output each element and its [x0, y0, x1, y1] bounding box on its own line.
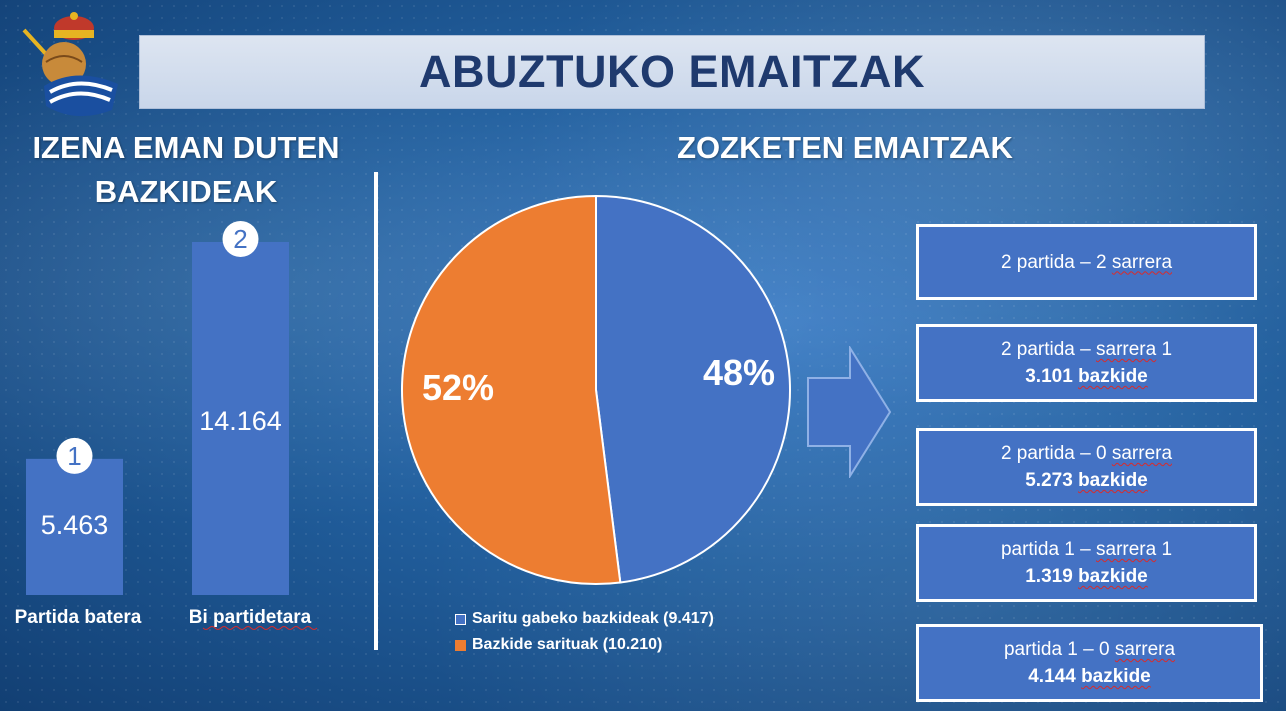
legend-item-rewarded: Bazkide sarituak (10.210)	[455, 632, 714, 658]
spellcheck-underline	[202, 626, 318, 630]
legend-swatch-rewarded	[455, 639, 466, 651]
bar-category-label-1: Partida batera	[15, 607, 142, 628]
bar-1	[26, 458, 123, 595]
bar-badge-2	[222, 221, 259, 257]
right-arrow-icon	[807, 346, 892, 478]
vertical-divider	[374, 172, 378, 650]
bar-category-label-2: Bi partidetara	[189, 607, 312, 628]
bar-value-label-2: 14.164	[199, 406, 282, 436]
left-heading-line2: BAZKIDEAK	[94, 174, 278, 209]
result-box-4: partida 1 – sarrera 1 1.319 bazkide	[916, 524, 1257, 602]
result-5-line1: partida 1 – 0 sarrera	[1003, 639, 1176, 660]
pie-value-label-2: 52%	[422, 367, 494, 408]
legend-label-unrewarded: Saritu gabeko bazkideak (9.417)	[472, 610, 714, 627]
bar-badge-label-1: 1	[67, 441, 81, 471]
page-title: ABUZTUKO EMAITZAK	[419, 46, 925, 97]
right-heading: ZOZKETEN EMAITZAK	[677, 130, 1013, 165]
result-4-line1: partida 1 – sarrera 1	[1000, 539, 1173, 560]
result-1-line1: 2 partida – 2 sarrera	[1000, 251, 1173, 273]
result-3-line1: 2 partida – 0 sarrera	[1000, 443, 1173, 464]
bar-value-label-1: 5.463	[41, 510, 109, 540]
left-heading: IZENA EMAN DUTEN BAZKIDEAK	[0, 126, 372, 214]
result-3-count: 5.273 bazkide	[1025, 470, 1148, 491]
pie-slice-2	[401, 194, 622, 585]
pie-legend: Saritu gabeko bazkideak (9.417) Bazkide …	[455, 606, 714, 658]
legend-item-unrewarded: Saritu gabeko bazkideak (9.417)	[455, 606, 714, 632]
bar-2	[192, 242, 289, 595]
title-banner: ABUZTUKO EMAITZAK	[139, 35, 1205, 109]
result-2-line1: 2 partida – sarrera 1	[1000, 339, 1173, 360]
real-sociedad-crest-logo	[22, 12, 118, 117]
legend-label-rewarded: Bazkide sarituak (10.210)	[472, 636, 663, 653]
result-5-count: 4.144 bazkide	[1028, 666, 1151, 687]
result-box-5: partida 1 – 0 sarrera 4.144 bazkide	[916, 624, 1263, 702]
legend-swatch-unrewarded	[455, 613, 466, 625]
bar-chart: 1 5.463 Partida batera 2 14.164 Bi partidetar…	[15, 221, 318, 630]
pie-chart: 48% 52%	[401, 194, 791, 585]
pie-slice-1	[595, 194, 791, 584]
bar-badge-1	[56, 437, 93, 474]
result-box-3: 2 partida – 0 sarrera 5.273 bazkide	[916, 428, 1257, 506]
result-box-2: 2 partida – sarrera 1 3.101 bazkide	[916, 324, 1257, 402]
pie-value-label-1: 48%	[703, 352, 775, 393]
bar-badge-label-2: 2	[233, 224, 247, 254]
pie-chart-container: 48% 52%	[398, 192, 794, 593]
result-box-1: 2 partida – 2 sarrera	[916, 224, 1257, 300]
result-2-count: 3.101 bazkide	[1025, 366, 1148, 387]
left-heading-line1: IZENA EMAN DUTEN	[32, 130, 340, 165]
result-4-count: 1.319 bazkide	[1025, 566, 1148, 587]
